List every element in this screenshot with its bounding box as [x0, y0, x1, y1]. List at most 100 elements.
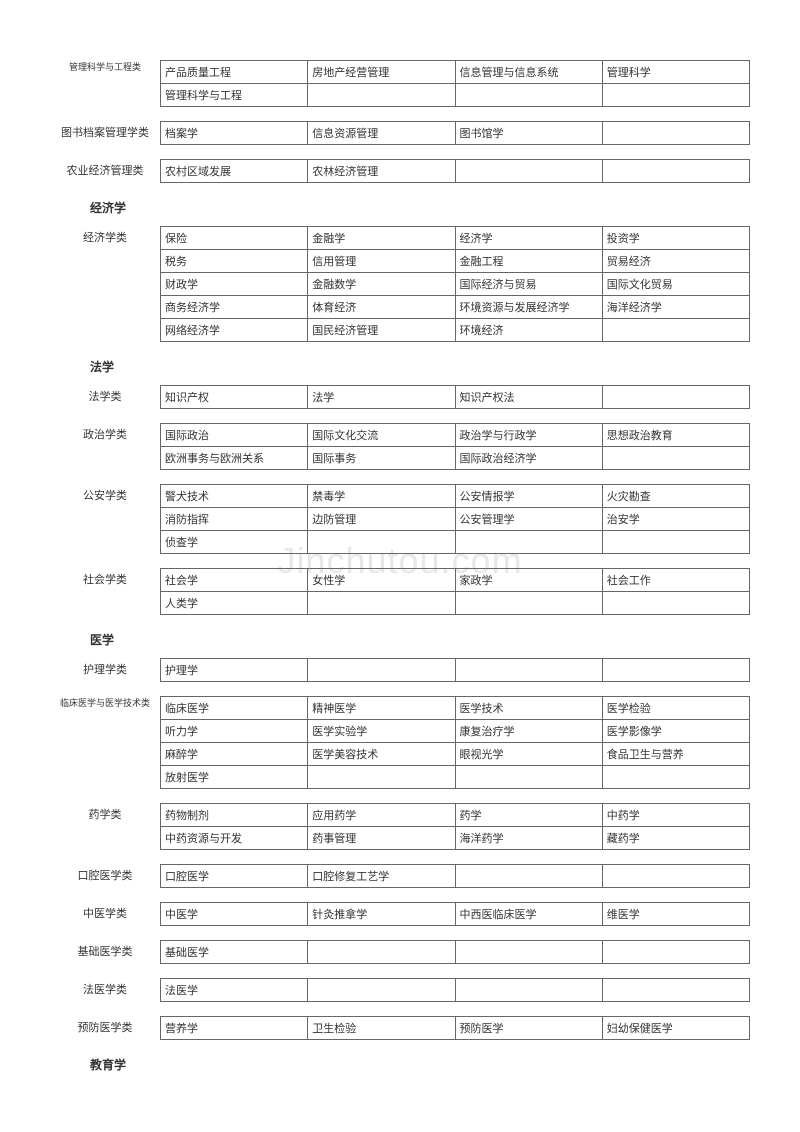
category-table-wrap: 临床医学精神医学医学技术医学检验听力学医学实验学康复治疗学医学影像学麻醉学医学美… [160, 696, 750, 789]
category-label: 临床医学与医学技术类 [50, 696, 160, 709]
table-cell: 环境资源与发展经济学 [455, 296, 602, 319]
table-cell: 档案学 [161, 122, 308, 145]
category-row: 管理科学与工程类产品质量工程房地产经营管理信息管理与信息系统管理科学管理科学与工… [50, 60, 750, 107]
table-row: 放射医学 [161, 766, 750, 789]
table-cell: 口腔医学 [161, 865, 308, 888]
table-cell: 维医学 [602, 903, 749, 926]
section-heading: 经济学 [90, 199, 750, 216]
table-cell: 医学检验 [602, 697, 749, 720]
table-row: 法医学 [161, 979, 750, 1002]
category-table: 社会学女性学家政学社会工作人类学 [160, 568, 750, 615]
table-cell [308, 766, 455, 789]
table-cell: 人类学 [161, 592, 308, 615]
table-cell: 法学 [308, 386, 455, 409]
table-cell: 应用药学 [308, 804, 455, 827]
table-cell: 女性学 [308, 569, 455, 592]
table-cell: 中医学 [161, 903, 308, 926]
table-cell [602, 979, 749, 1002]
category-row: 政治学类国际政治国际文化交流政治学与行政学思想政治教育欧洲事务与欧洲关系国际事务… [50, 423, 750, 470]
category-table-wrap: 档案学信息资源管理图书馆学 [160, 121, 750, 145]
table-row: 消防指挥边防管理公安管理学治安学 [161, 508, 750, 531]
table-cell: 信息资源管理 [308, 122, 455, 145]
table-row: 国际政治国际文化交流政治学与行政学思想政治教育 [161, 424, 750, 447]
table-cell: 海洋药学 [455, 827, 602, 850]
table-cell: 藏药学 [602, 827, 749, 850]
table-cell: 体育经济 [308, 296, 455, 319]
category-row: 法学类知识产权法学知识产权法 [50, 385, 750, 409]
table-cell: 公安情报学 [455, 485, 602, 508]
category-row: 社会学类社会学女性学家政学社会工作人类学 [50, 568, 750, 615]
table-row: 产品质量工程房地产经营管理信息管理与信息系统管理科学 [161, 61, 750, 84]
category-label: 农业经济管理类 [50, 159, 160, 178]
category-table-wrap: 警犬技术禁毒学公安情报学火灾勘查消防指挥边防管理公安管理学治安学侦查学 [160, 484, 750, 554]
category-row: 经济学类保险金融学经济学投资学税务信用管理金融工程贸易经济财政学金融数学国际经济… [50, 226, 750, 342]
table-cell: 药事管理 [308, 827, 455, 850]
category-table: 警犬技术禁毒学公安情报学火灾勘查消防指挥边防管理公安管理学治安学侦查学 [160, 484, 750, 554]
table-row: 保险金融学经济学投资学 [161, 227, 750, 250]
table-cell [602, 766, 749, 789]
category-label: 政治学类 [50, 423, 160, 442]
category-table-wrap: 口腔医学口腔修复工艺学 [160, 864, 750, 888]
table-cell [602, 531, 749, 554]
table-cell [455, 531, 602, 554]
table-cell [602, 941, 749, 964]
table-cell: 医学实验学 [308, 720, 455, 743]
table-cell [602, 319, 749, 342]
category-label: 社会学类 [50, 568, 160, 587]
table-row: 口腔医学口腔修复工艺学 [161, 865, 750, 888]
category-table: 法医学 [160, 978, 750, 1002]
table-cell [308, 531, 455, 554]
category-table: 农村区域发展农林经济管理 [160, 159, 750, 183]
table-cell [308, 592, 455, 615]
table-cell: 眼视光学 [455, 743, 602, 766]
table-cell: 护理学 [161, 659, 308, 682]
table-cell: 针灸推拿学 [308, 903, 455, 926]
category-table-wrap: 基础医学 [160, 940, 750, 964]
category-row: 公安学类警犬技术禁毒学公安情报学火灾勘查消防指挥边防管理公安管理学治安学侦查学 [50, 484, 750, 554]
category-table-wrap: 知识产权法学知识产权法 [160, 385, 750, 409]
table-cell: 卫生检验 [308, 1017, 455, 1040]
table-cell: 房地产经营管理 [308, 61, 455, 84]
table-cell: 知识产权法 [455, 386, 602, 409]
table-cell: 麻醉学 [161, 743, 308, 766]
table-row: 营养学卫生检验预防医学妇幼保健医学 [161, 1017, 750, 1040]
table-cell [602, 160, 749, 183]
table-cell [455, 865, 602, 888]
category-table-wrap: 中医学针灸推拿学中西医临床医学维医学 [160, 902, 750, 926]
table-row: 欧洲事务与欧洲关系国际事务国际政治经济学 [161, 447, 750, 470]
category-label: 法医学类 [50, 978, 160, 997]
table-row: 农村区域发展农林经济管理 [161, 160, 750, 183]
table-cell: 图书馆学 [455, 122, 602, 145]
table-cell: 中西医临床医学 [455, 903, 602, 926]
category-row: 法医学类法医学 [50, 978, 750, 1002]
table-cell: 火灾勘查 [602, 485, 749, 508]
table-cell: 临床医学 [161, 697, 308, 720]
table-row: 麻醉学医学美容技术眼视光学食品卫生与营养 [161, 743, 750, 766]
category-label: 图书档案管理学类 [50, 121, 160, 140]
category-table: 知识产权法学知识产权法 [160, 385, 750, 409]
table-cell [602, 447, 749, 470]
category-table: 国际政治国际文化交流政治学与行政学思想政治教育欧洲事务与欧洲关系国际事务国际政治… [160, 423, 750, 470]
table-cell: 社会学 [161, 569, 308, 592]
table-row: 中药资源与开发药事管理海洋药学藏药学 [161, 827, 750, 850]
category-table-wrap: 社会学女性学家政学社会工作人类学 [160, 568, 750, 615]
category-label: 管理科学与工程类 [50, 60, 160, 73]
table-cell: 环境经济 [455, 319, 602, 342]
table-row: 税务信用管理金融工程贸易经济 [161, 250, 750, 273]
table-cell: 农林经济管理 [308, 160, 455, 183]
table-cell: 妇幼保健医学 [602, 1017, 749, 1040]
table-cell: 政治学与行政学 [455, 424, 602, 447]
table-cell: 知识产权 [161, 386, 308, 409]
table-cell: 医学美容技术 [308, 743, 455, 766]
table-cell: 预防医学 [455, 1017, 602, 1040]
table-row: 临床医学精神医学医学技术医学检验 [161, 697, 750, 720]
table-cell: 经济学 [455, 227, 602, 250]
table-row: 听力学医学实验学康复治疗学医学影像学 [161, 720, 750, 743]
table-cell: 金融学 [308, 227, 455, 250]
table-cell: 思想政治教育 [602, 424, 749, 447]
table-cell: 禁毒学 [308, 485, 455, 508]
table-row: 警犬技术禁毒学公安情报学火灾勘查 [161, 485, 750, 508]
table-cell: 国际文化贸易 [602, 273, 749, 296]
category-table: 药物制剂应用药学药学中药学中药资源与开发药事管理海洋药学藏药学 [160, 803, 750, 850]
table-cell: 商务经济学 [161, 296, 308, 319]
